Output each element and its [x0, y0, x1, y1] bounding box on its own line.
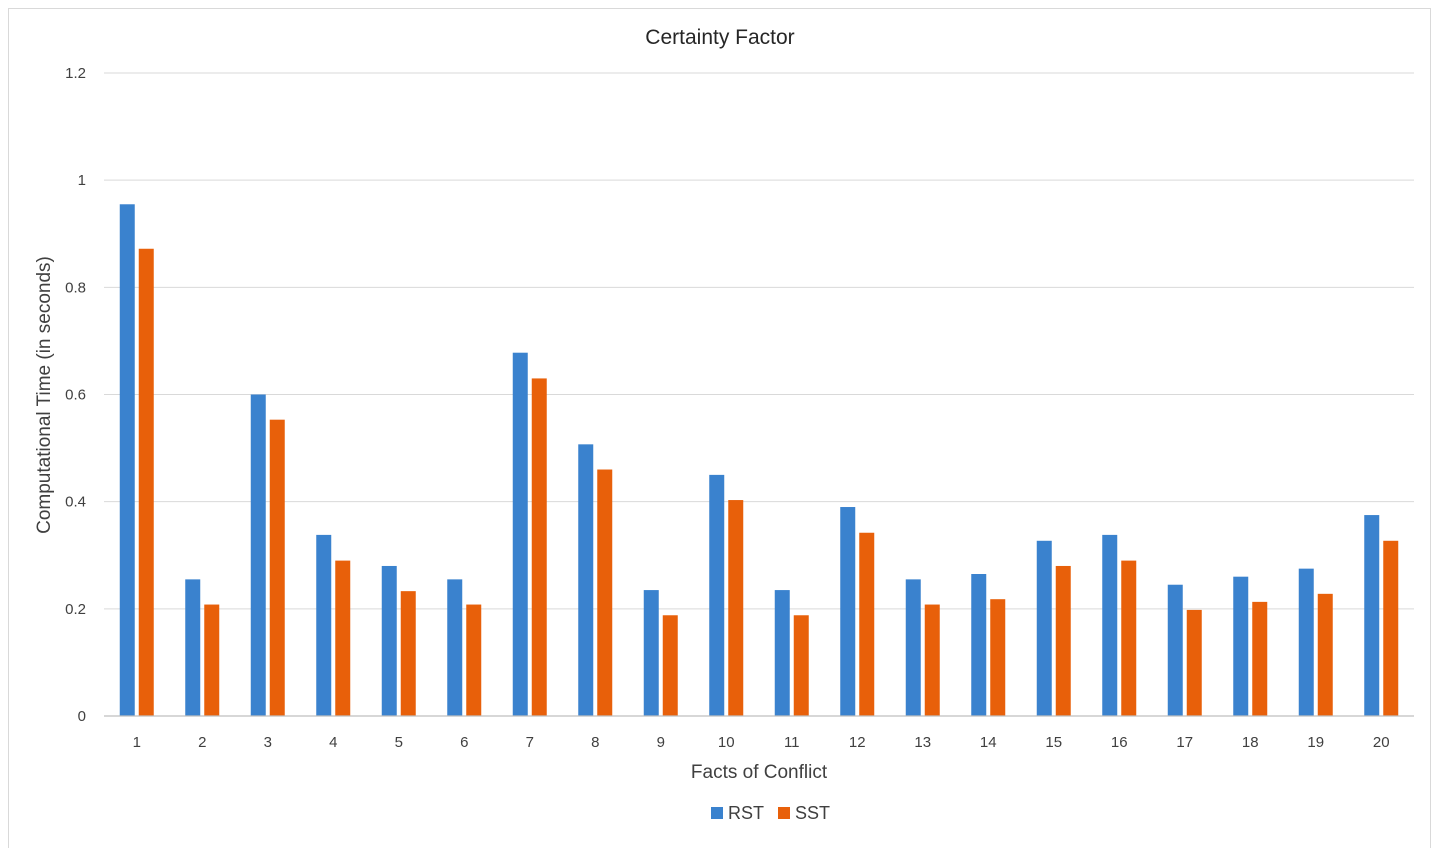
y-tick-label: 0: [78, 708, 86, 725]
x-tick-label: 19: [1307, 734, 1324, 751]
bar-sst-1: [138, 248, 154, 716]
x-tick-label: 10: [718, 734, 735, 751]
bar-sst-3: [269, 419, 285, 716]
bar-rst-7: [512, 352, 528, 716]
x-tick-label: 15: [1045, 734, 1062, 751]
y-tick-label: 1: [78, 172, 86, 189]
bar-sst-6: [466, 604, 482, 716]
x-tick-label: 17: [1176, 734, 1193, 751]
x-tick-label: 1: [133, 734, 141, 751]
bar-sst-2: [204, 604, 220, 716]
x-tick-label: 9: [657, 734, 665, 751]
bar-rst-2: [185, 579, 201, 716]
bar-rst-9: [643, 590, 659, 716]
x-tick-label: 14: [980, 734, 997, 751]
legend-swatch-rst: [711, 807, 723, 819]
bar-sst-16: [1121, 560, 1137, 716]
y-tick-label: 0.6: [65, 387, 86, 404]
bar-rst-8: [578, 444, 594, 716]
x-tick-label: 16: [1111, 734, 1128, 751]
bar-rst-15: [1036, 540, 1052, 716]
bars: [119, 204, 1399, 716]
bar-rst-6: [447, 579, 463, 716]
bar-rst-18: [1233, 576, 1249, 716]
y-tick-label: 0.4: [65, 494, 86, 511]
legend: RST SST: [711, 803, 830, 823]
x-tick-label: 12: [849, 734, 866, 751]
bar-rst-4: [316, 534, 332, 716]
bar-rst-13: [905, 579, 921, 716]
bar-sst-9: [662, 615, 678, 716]
legend-label-sst: SST: [795, 803, 830, 823]
bar-rst-20: [1364, 515, 1380, 716]
gridlines: [104, 72, 1414, 610]
y-tick-label: 0.2: [65, 601, 86, 618]
bar-sst-20: [1383, 540, 1399, 716]
x-tick-label: 20: [1373, 734, 1390, 751]
bar-rst-14: [971, 574, 987, 716]
x-tick-label: 13: [914, 734, 931, 751]
x-axis-ticks: 1 2 3 4 5 6 7 8 9 10 11 12 13 14 15 16 17 18 19 20: [133, 734, 1390, 751]
bar-rst-19: [1298, 568, 1314, 716]
x-tick-label: 11: [784, 734, 800, 751]
bar-sst-17: [1186, 609, 1202, 716]
bar-sst-10: [728, 500, 744, 716]
x-tick-label: 3: [264, 734, 272, 751]
x-tick-label: 7: [526, 734, 534, 751]
y-axis-title: Computational Time (in seconds): [34, 256, 55, 534]
legend-label-rst: RST: [728, 803, 764, 823]
x-tick-label: 5: [395, 734, 403, 751]
chart-title: Certainty Factor: [645, 26, 794, 49]
bar-rst-12: [840, 507, 856, 716]
x-tick-label: 4: [329, 734, 337, 751]
bar-rst-3: [250, 394, 266, 716]
legend-swatch-sst: [778, 807, 790, 819]
bar-sst-14: [990, 599, 1006, 716]
bar-sst-11: [793, 615, 809, 716]
bar-sst-19: [1317, 593, 1333, 716]
bar-sst-4: [335, 560, 351, 716]
bar-rst-16: [1102, 534, 1118, 716]
bar-sst-7: [531, 378, 547, 716]
bar-sst-13: [924, 604, 940, 716]
x-tick-label: 8: [591, 734, 599, 751]
x-tick-label: 2: [198, 734, 206, 751]
bar-sst-5: [400, 591, 416, 716]
y-tick-label: 1.2: [65, 65, 86, 82]
bar-rst-5: [381, 565, 397, 716]
x-tick-label: 6: [460, 734, 468, 751]
bar-sst-12: [859, 532, 875, 716]
y-axis-ticks: 0 0.2 0.4 0.6 0.8 1 1.2: [65, 65, 86, 725]
bar-rst-10: [709, 474, 725, 716]
bar-rst-17: [1167, 584, 1183, 716]
bar-rst-1: [119, 204, 135, 716]
x-tick-label: 18: [1242, 734, 1259, 751]
bar-rst-11: [774, 590, 790, 716]
bar-sst-15: [1055, 565, 1071, 716]
bar-sst-8: [597, 469, 613, 716]
y-tick-label: 0.8: [65, 279, 86, 296]
x-axis-title: Facts of Conflict: [691, 762, 828, 783]
bar-sst-18: [1252, 601, 1268, 716]
